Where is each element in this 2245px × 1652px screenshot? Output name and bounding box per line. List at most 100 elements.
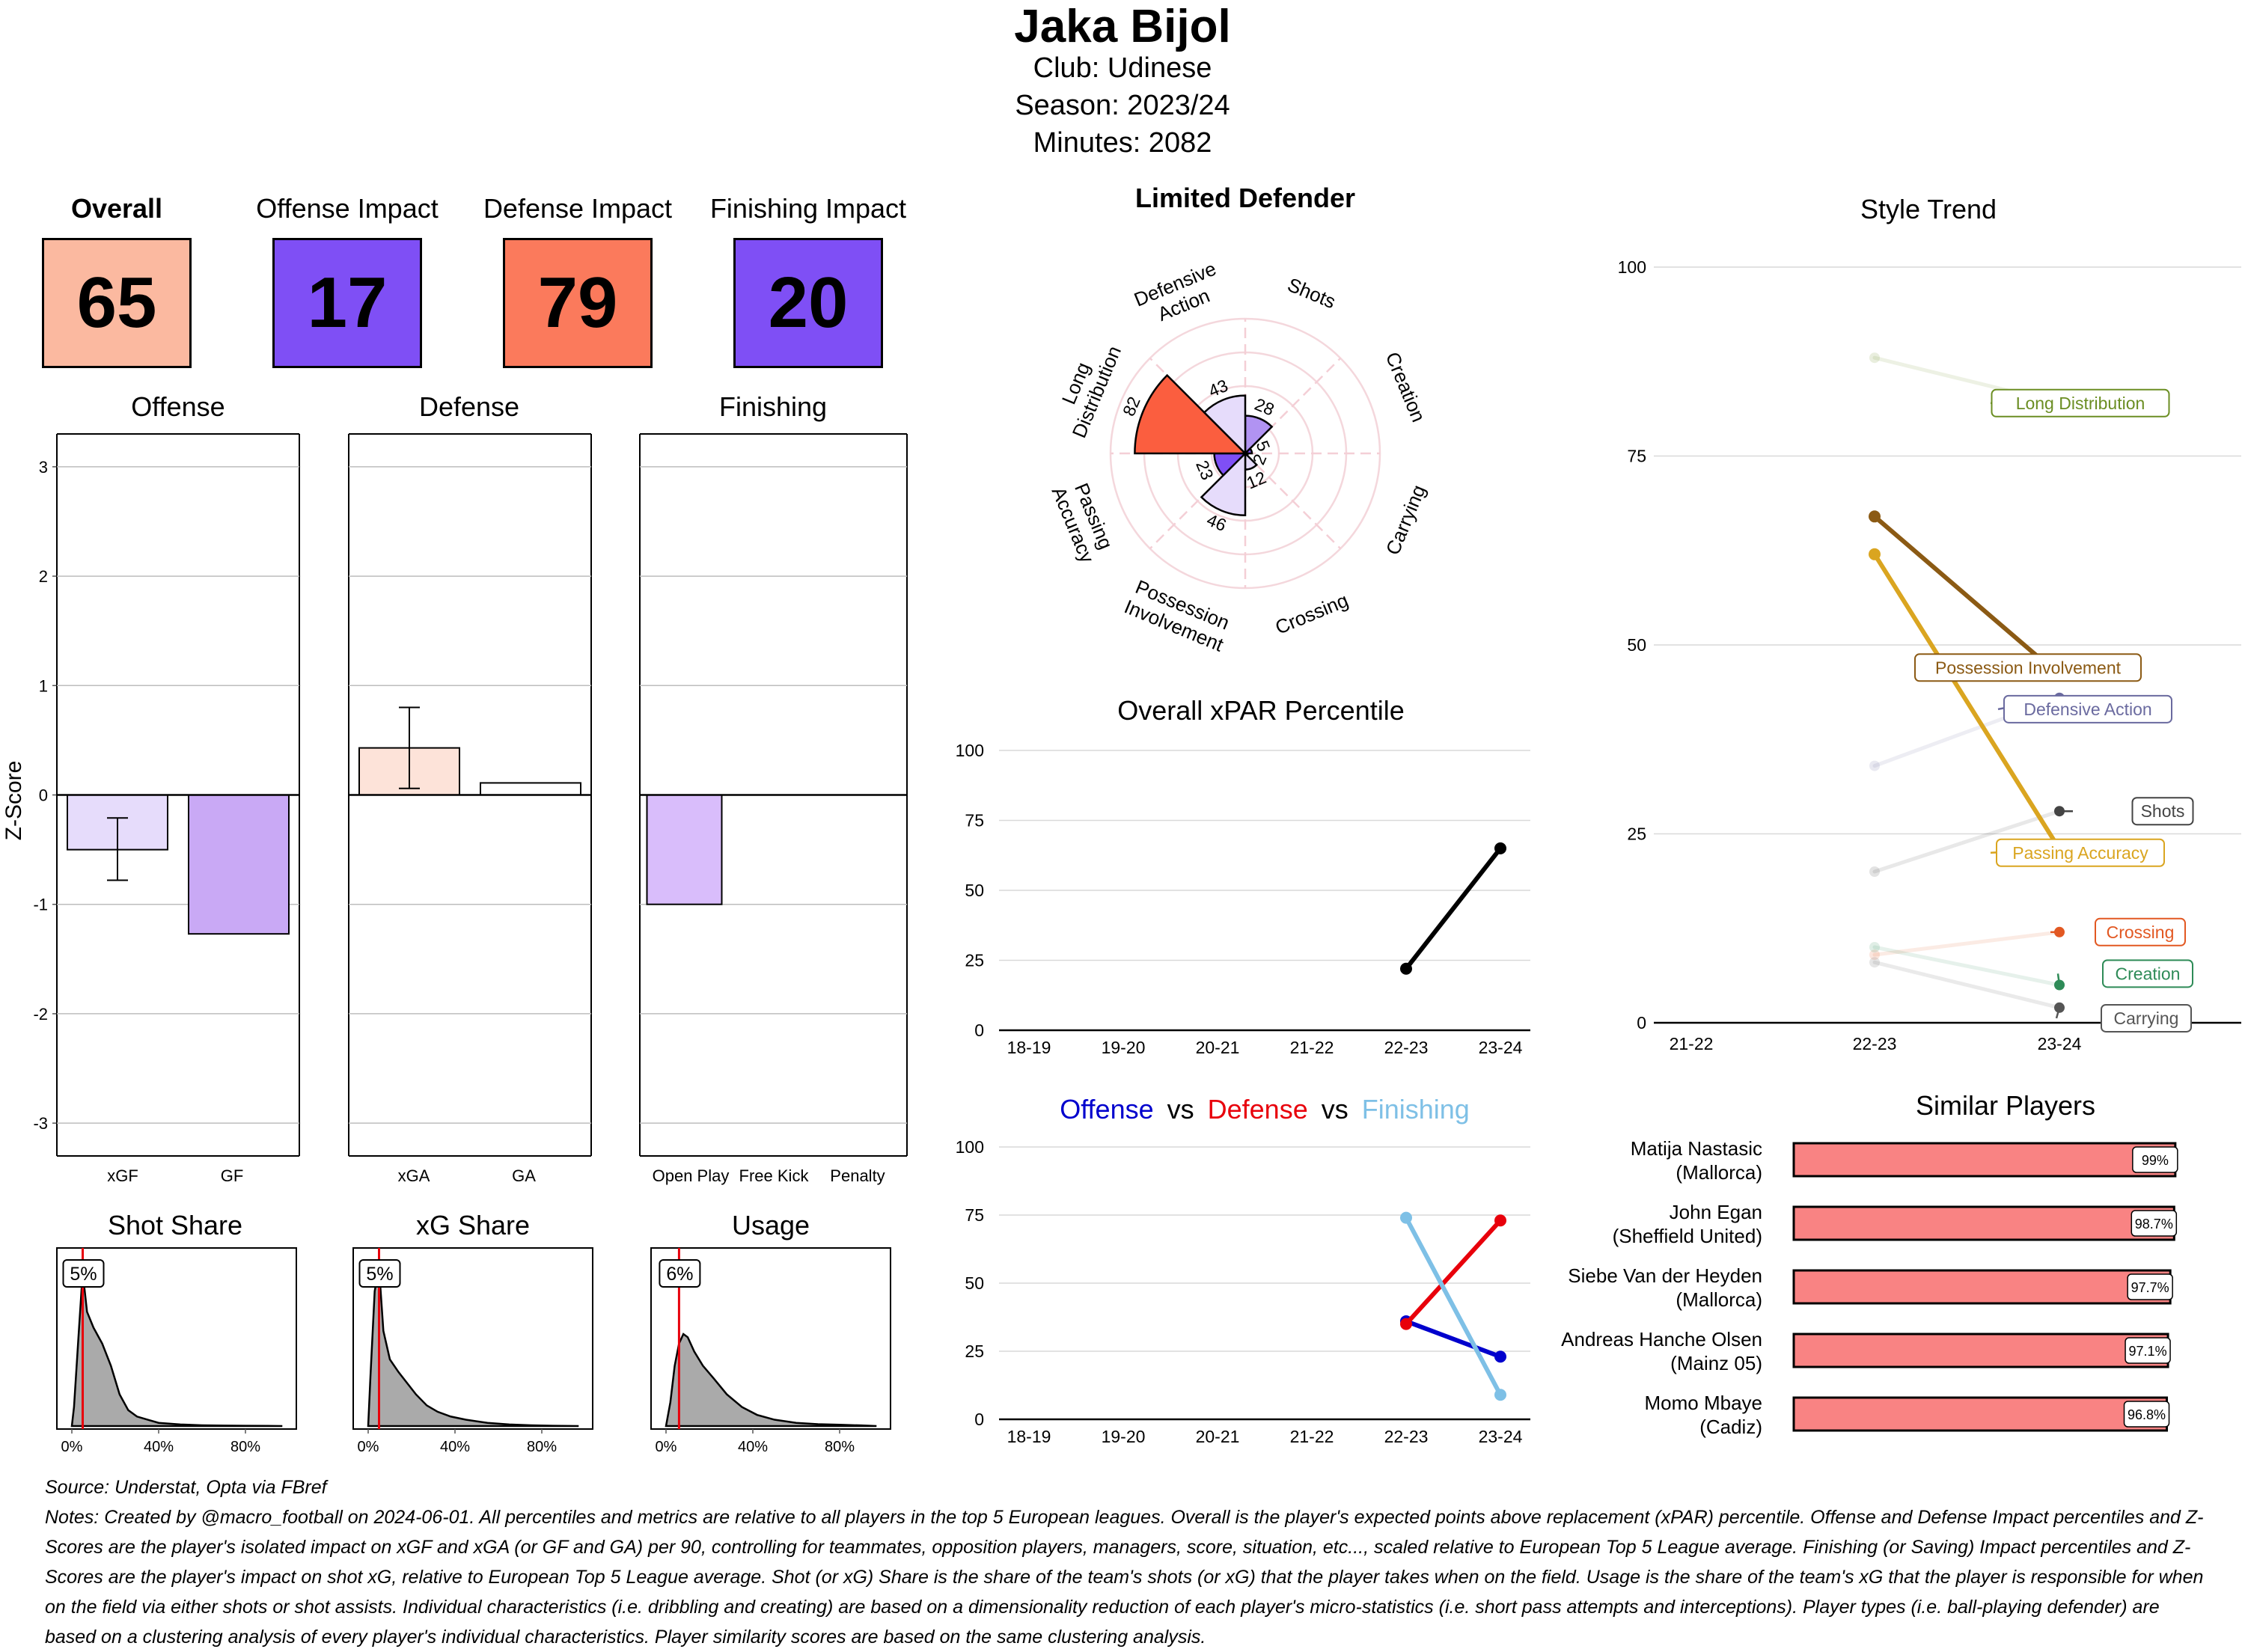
player-name: Siebe Van der Heyden xyxy=(1568,1264,1762,1287)
x-tick: 23-24 xyxy=(1479,1427,1523,1446)
trend-point xyxy=(1869,866,1880,877)
series-line xyxy=(1404,1215,1503,1398)
radar-title: Limited Defender xyxy=(1135,183,1355,213)
similarity-bar xyxy=(1792,1396,2169,1432)
density-marker-label: 6% xyxy=(666,1264,693,1285)
overall-label: Overall xyxy=(70,193,163,224)
series-label: Shots xyxy=(2141,801,2185,821)
density-x-tick: 0% xyxy=(358,1439,379,1455)
similarity-label-box xyxy=(2132,1146,2178,1173)
ovd-title-vs2: vs xyxy=(1322,1094,1348,1125)
series-label: Long Distribution xyxy=(2016,394,2145,413)
series-point xyxy=(1494,1214,1506,1227)
y-tick: 25 xyxy=(1627,825,1646,844)
density-x-tick: 80% xyxy=(825,1439,855,1455)
series-line xyxy=(1404,1318,1503,1359)
trend-point xyxy=(1869,760,1880,771)
series-point xyxy=(1400,962,1412,975)
ovd-title-finishing: Finishing xyxy=(1362,1094,1470,1125)
y-tick: 0 xyxy=(1637,1013,1646,1032)
trend-line xyxy=(1872,945,2062,987)
y-tick: 25 xyxy=(965,1342,984,1361)
style-trend-chart: Style Trend 100 75 50 25 0 21-22 22-23 2… xyxy=(1618,194,2241,1053)
radar-wedge xyxy=(1242,447,1253,455)
y-tick: 50 xyxy=(1627,635,1646,655)
x-tick: Free Kick xyxy=(739,1166,810,1185)
y-tick: -2 xyxy=(33,1005,48,1024)
series-label: Creation xyxy=(2116,964,2181,983)
radar-category-label: Crossing xyxy=(1272,589,1351,639)
series-label: Defensive Action xyxy=(2023,700,2151,719)
season-line: Season: 2023/24 xyxy=(1015,90,1230,121)
offense-impact-tile: 17 xyxy=(272,238,422,368)
x-tick: 21-22 xyxy=(1290,1038,1334,1057)
series-label: Crossing xyxy=(2107,923,2175,942)
trend-line xyxy=(1872,809,2062,874)
series-point xyxy=(1494,1350,1506,1363)
overall-tile: 65 xyxy=(42,238,192,368)
similarity-label: 98.7% xyxy=(2135,1217,2173,1232)
player-club: (Mainz 05) xyxy=(1670,1352,1762,1374)
y-tick: 0 xyxy=(974,1410,984,1429)
footer-source: Source: Understat, Opta via FBref xyxy=(45,1477,327,1498)
label-box xyxy=(2095,917,2186,946)
x-tick: GA xyxy=(512,1166,536,1185)
x-tick: xGA xyxy=(398,1166,430,1185)
trend-point xyxy=(1869,949,1880,961)
finishing-impact-label: Finishing Impact xyxy=(709,193,907,224)
label-box xyxy=(2131,797,2194,826)
ovd-title-defense: Defense xyxy=(1208,1094,1308,1125)
panel-title-finishing: Finishing xyxy=(719,391,827,422)
x-tick: 18-19 xyxy=(1007,1038,1051,1057)
radar-wedge xyxy=(1203,394,1247,456)
radar-category-label: Shots xyxy=(1284,273,1339,313)
x-tick: 20-21 xyxy=(1196,1427,1240,1446)
player-name: Jaka Bijol xyxy=(1014,1,1231,52)
label-box xyxy=(1991,388,2170,417)
similarity-label: 97.7% xyxy=(2131,1280,2169,1295)
bar xyxy=(480,782,581,796)
series-point xyxy=(1494,842,1506,854)
similarity-label-box xyxy=(2131,1210,2178,1237)
zscore-chart: Z-Score Offense Defense Finishing 3 2 1 … xyxy=(1,391,908,1185)
label-box xyxy=(2101,1003,2192,1032)
x-tick: Open Play xyxy=(653,1166,730,1185)
series-point xyxy=(1400,1211,1412,1224)
xpar-title: Overall xPAR Percentile xyxy=(1117,695,1404,726)
radar-category-label: Creation xyxy=(1381,349,1430,425)
radar-value-label: 23 xyxy=(1192,458,1218,483)
density-x-tick: 0% xyxy=(656,1439,677,1455)
player-name: Momo Mbaye xyxy=(1645,1392,1763,1414)
bar xyxy=(188,794,290,935)
bar xyxy=(646,794,723,905)
ovd-title: Offense vs Defense vs Finishing xyxy=(1060,1094,1470,1125)
club-line: Club: Udinese xyxy=(1033,52,1212,84)
radar-value-label: 46 xyxy=(1204,510,1230,535)
player-name: John Egan xyxy=(1670,1201,1762,1223)
x-tick: GF xyxy=(221,1166,244,1185)
similarity-label-box xyxy=(2125,1337,2171,1364)
x-tick: 21-22 xyxy=(1290,1427,1334,1446)
y-tick: 1 xyxy=(39,676,48,695)
density-marker-label: 5% xyxy=(366,1264,393,1285)
label-box xyxy=(1996,838,2165,867)
x-tick: 23-24 xyxy=(2038,1034,2082,1053)
density-x-tick: 40% xyxy=(738,1439,768,1455)
trend-point xyxy=(1869,548,1881,560)
similar-players-title: Similar Players xyxy=(1916,1090,2095,1121)
defense-impact-tile: 79 xyxy=(503,238,653,368)
x-tick: 23-24 xyxy=(1479,1038,1523,1057)
y-tick: 100 xyxy=(956,741,984,760)
xpar-chart: Overall xPAR Percentile 100 75 50 25 0 1… xyxy=(956,695,1530,1057)
panel-title-offense: Offense xyxy=(131,391,224,422)
y-tick: 75 xyxy=(965,811,984,830)
similarity-label-box xyxy=(2127,1273,2173,1300)
x-tick: 22-23 xyxy=(1853,1034,1897,1053)
usage-title: Usage xyxy=(732,1210,810,1240)
xg-share-title: xG Share xyxy=(416,1210,530,1240)
y-tick: 75 xyxy=(965,1205,984,1225)
similarity-bar xyxy=(1792,1205,2175,1241)
trend-point xyxy=(1869,942,1880,952)
label-box xyxy=(1914,653,2142,682)
y-tick: 3 xyxy=(39,458,48,477)
